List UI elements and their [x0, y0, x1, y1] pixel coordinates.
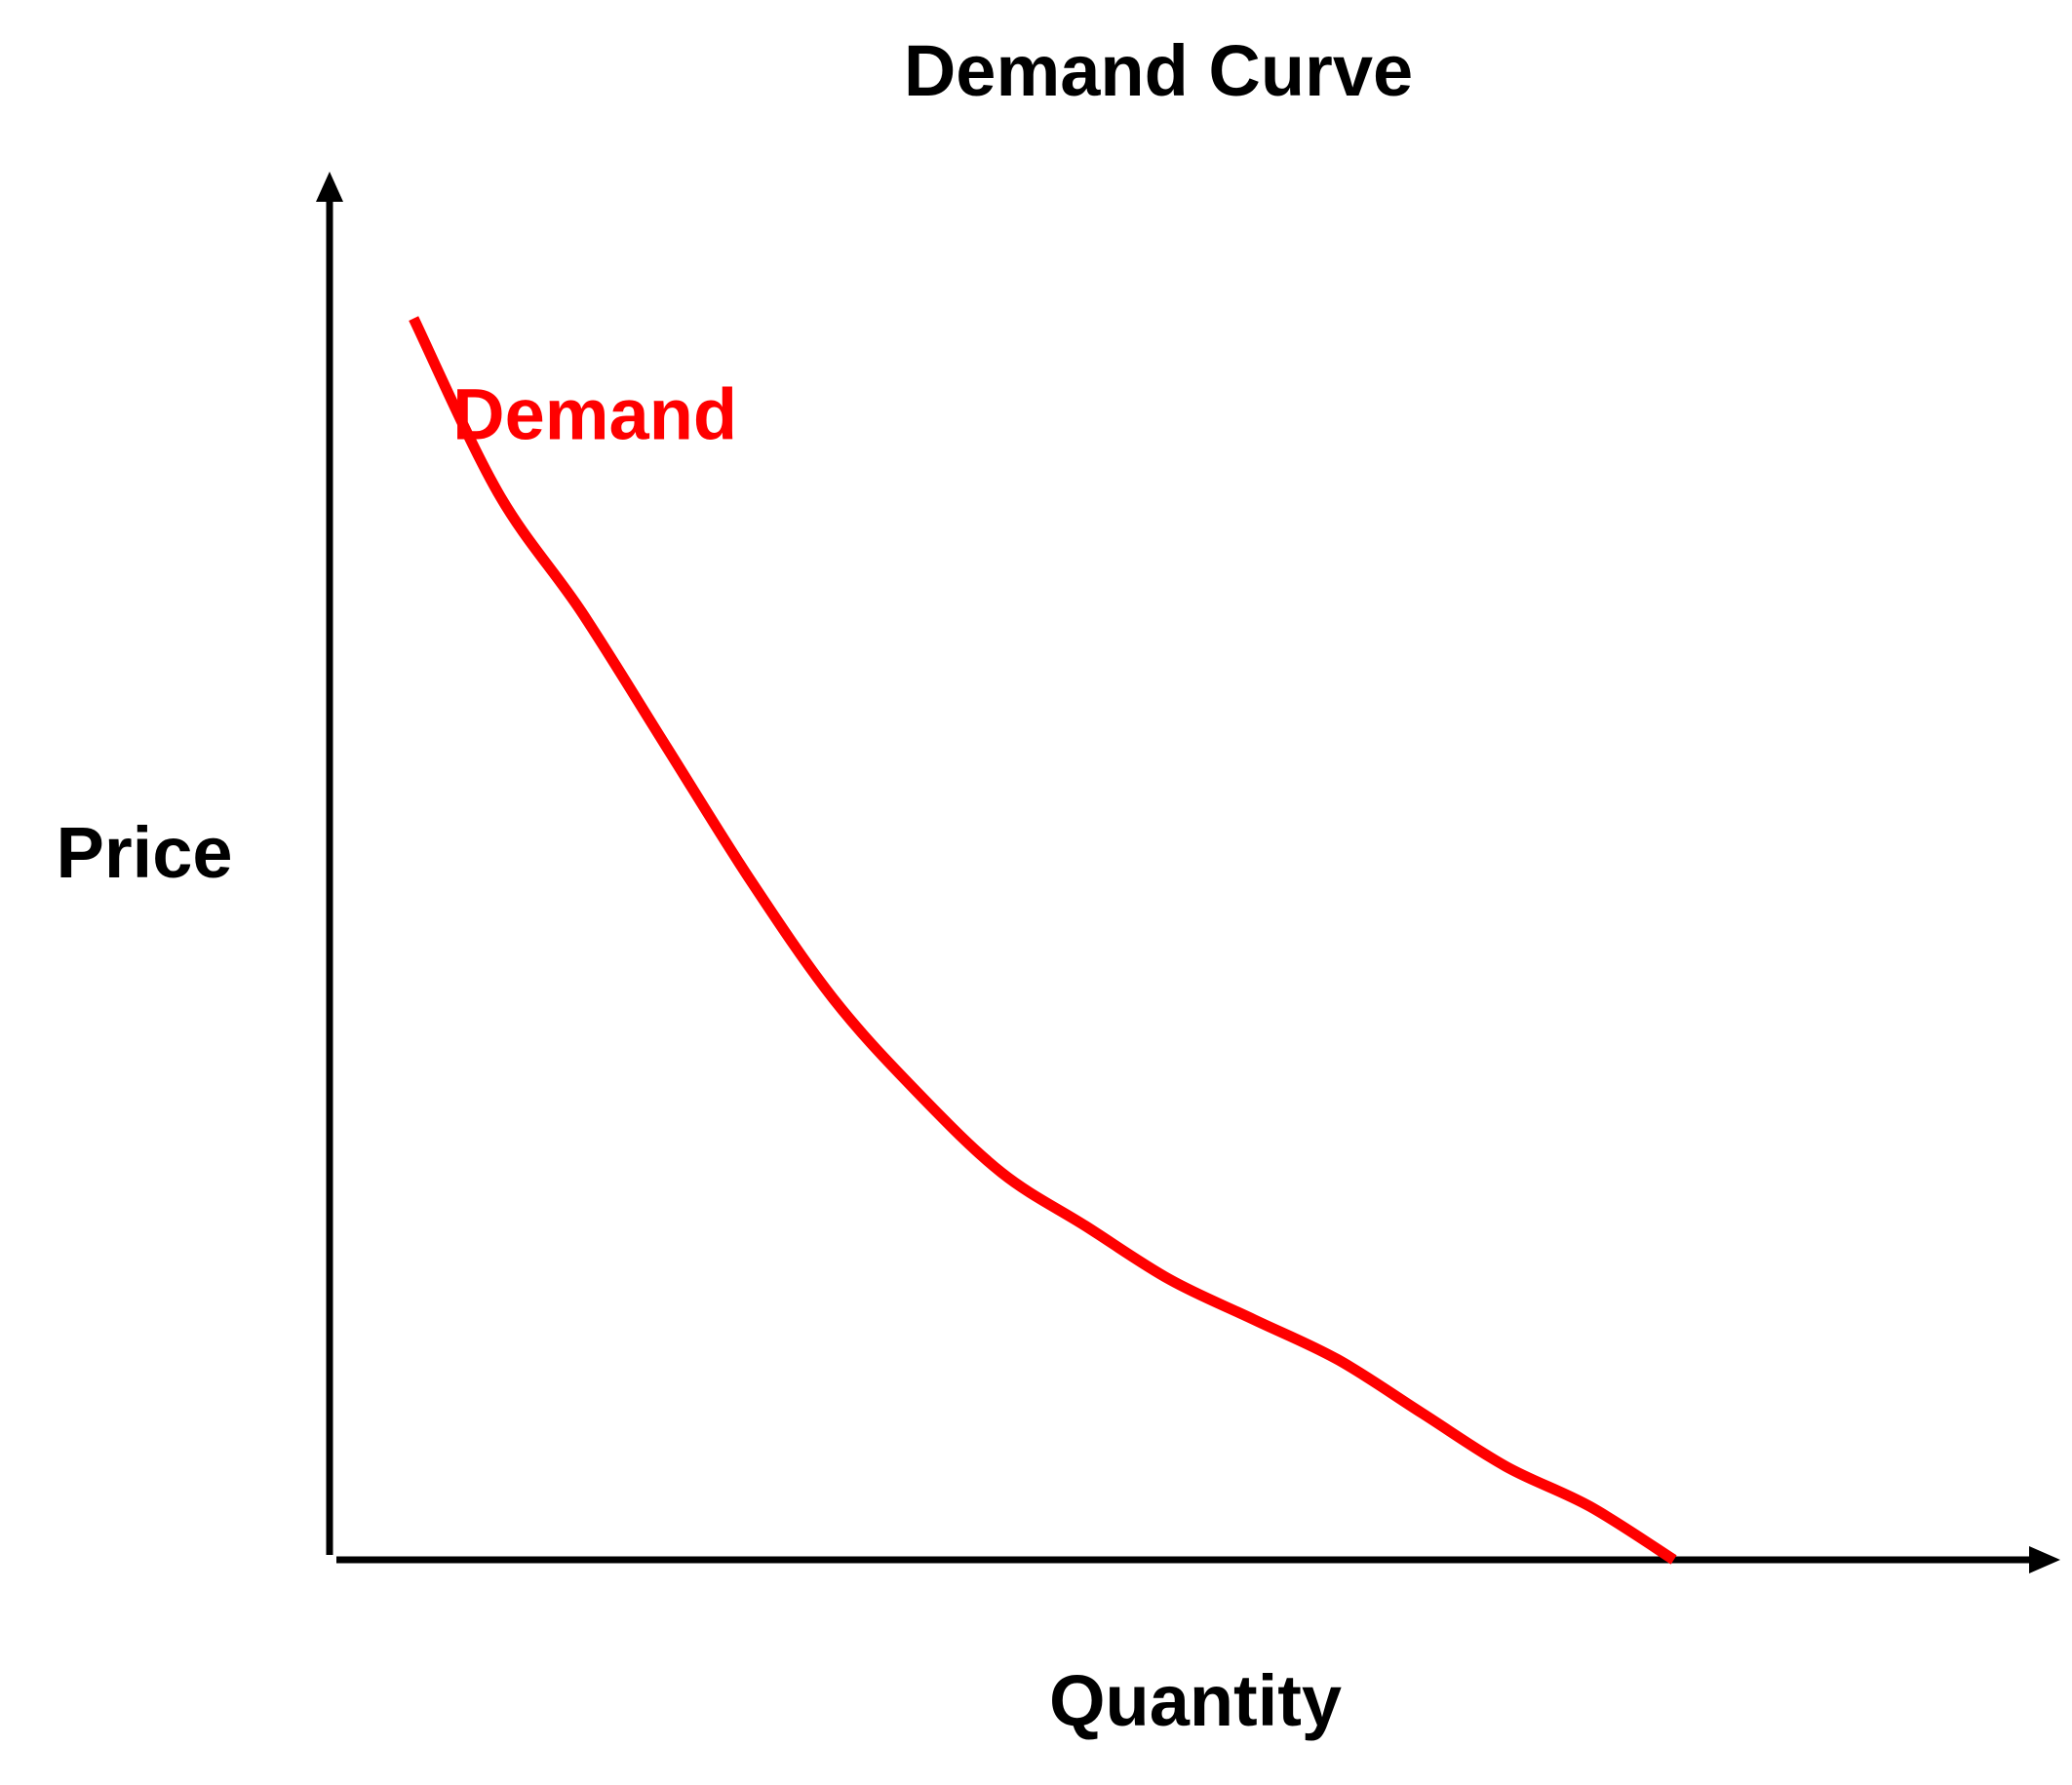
x-axis-arrow-icon — [2029, 1546, 2060, 1573]
demand-series-line — [409, 316, 1677, 1565]
series-layer: Demand — [409, 316, 1677, 1565]
y-axis-arrow-icon — [316, 172, 343, 202]
demand-series-label: Demand — [452, 374, 737, 455]
y-axis-label: Price — [56, 812, 232, 893]
x-axis-label: Quantity — [1049, 1660, 1342, 1741]
chart-title: Demand Curve — [904, 30, 1413, 111]
